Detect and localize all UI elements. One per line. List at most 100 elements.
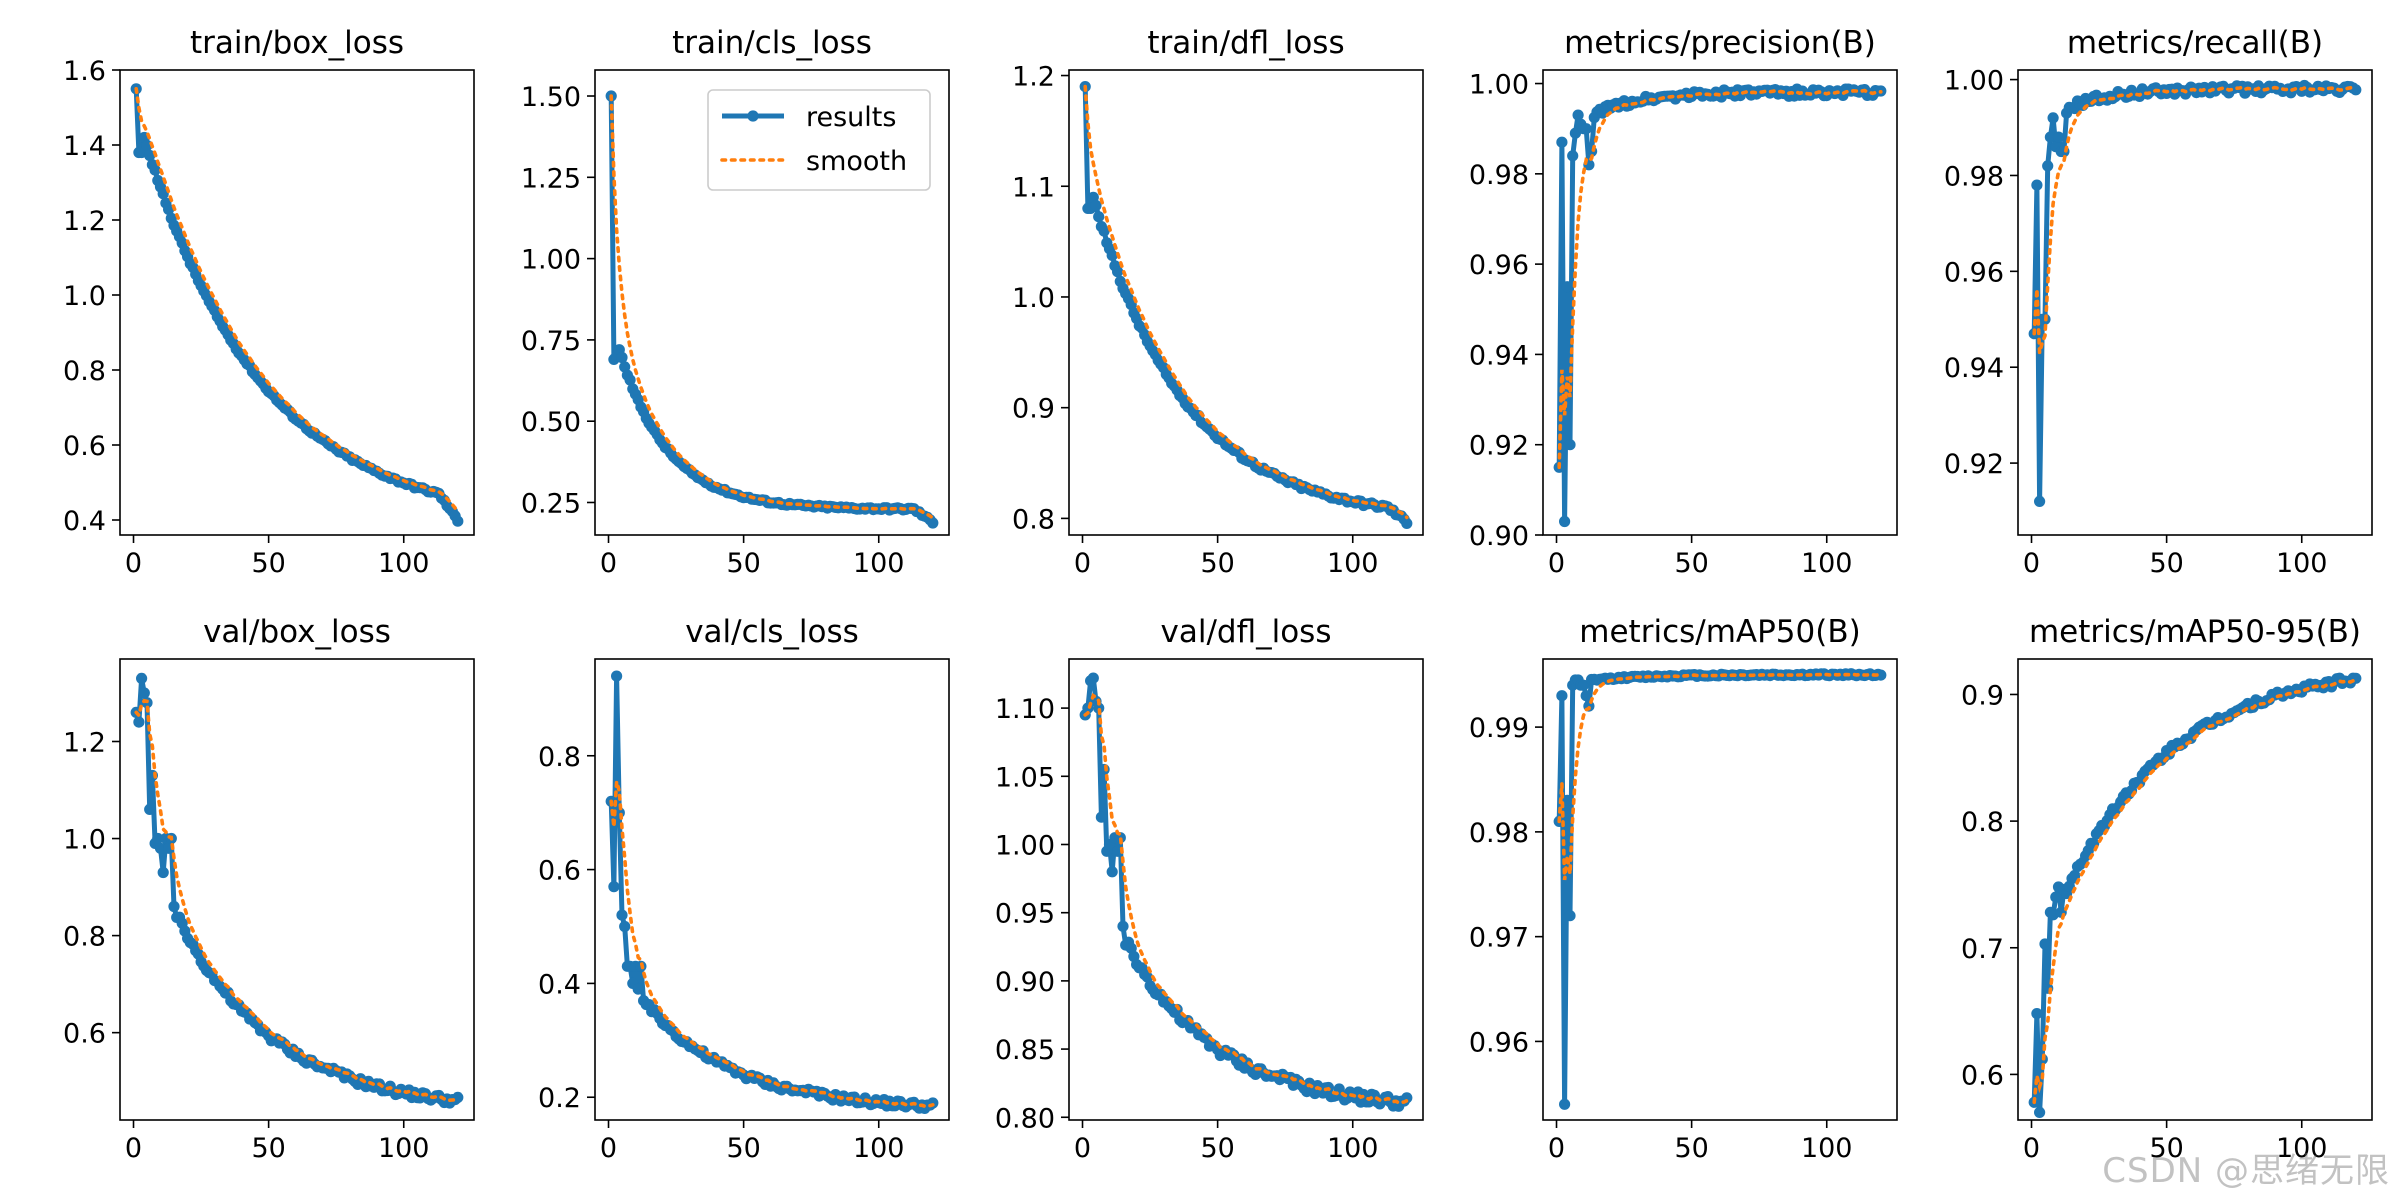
results-line [1082, 675, 1409, 1109]
results-line [133, 675, 460, 1106]
results-point [616, 909, 628, 921]
y-tick-label: 1.00 [521, 245, 581, 276]
legend-results-marker [747, 110, 759, 122]
y-tick-label: 0.6 [1961, 1060, 2004, 1091]
y-tick-label: 0.4 [63, 506, 106, 537]
y-tick-label: 1.2 [63, 206, 106, 237]
x-tick-label: 100 [2276, 548, 2328, 579]
y-tick-label: 0.90 [995, 967, 1055, 998]
smooth-line [1083, 84, 1409, 520]
results-point [157, 188, 169, 200]
axes-frame [2017, 69, 2373, 536]
results-point [1559, 515, 1571, 528]
axes-frame [1068, 658, 1424, 1121]
panel-7: val/cls_loss 0 50 100 0.2 0.4 0.6 0.8 [538, 614, 950, 1164]
results-point [1559, 1098, 1571, 1110]
axes-frame [119, 69, 475, 536]
y-tick-label: 0.9 [1012, 394, 1055, 425]
y-tick-label: 1.4 [63, 131, 106, 162]
smooth-line [1557, 88, 1883, 470]
results-point [2034, 495, 2046, 507]
smooth-line [1557, 672, 1883, 881]
plot-area [1553, 668, 1887, 1110]
results-point [1090, 199, 1102, 212]
results-point [1561, 281, 1573, 293]
results-point [1561, 794, 1573, 807]
results-point [1556, 136, 1568, 148]
panel-title: metrics/mAP50-95(B) [2029, 614, 2361, 650]
results-point [2350, 84, 2362, 96]
y-tick-label: 1.25 [521, 163, 581, 194]
results-point [2031, 1008, 2043, 1020]
y-tick-label: 0.92 [1944, 449, 2004, 480]
results-point [1875, 669, 1887, 681]
y-tick-label: 0.95 [995, 899, 1055, 930]
y-tick-label: 0.7 [1961, 934, 2004, 965]
results-point [136, 672, 148, 685]
y-tick-label: 0.99 [1469, 713, 1529, 744]
y-tick-label: 0.98 [1944, 161, 2004, 192]
results-point [2050, 891, 2062, 903]
y-tick-label: 0.6 [63, 1019, 106, 1050]
x-tick-label: 0 [1548, 1133, 1565, 1164]
results-point [152, 832, 164, 845]
y-tick-label: 0.8 [63, 356, 106, 387]
y-tick-label: 0.6 [63, 431, 106, 462]
results-point [154, 842, 167, 854]
y-tick-label: 1.00 [1469, 70, 1529, 101]
results-point [1093, 211, 1105, 223]
results-point [632, 983, 644, 995]
y-tick-label: 0.98 [1469, 818, 1529, 849]
results-line [608, 673, 935, 1111]
smooth-line [1083, 692, 1409, 1105]
panel-title: metrics/precision(B) [1564, 25, 1876, 61]
plot-area [605, 90, 939, 529]
csdn-watermark: CSDN @思绪无限 [2102, 1151, 2390, 1191]
x-tick-label: 50 [251, 1133, 285, 1164]
plot-area [605, 670, 939, 1114]
results-point [452, 515, 464, 527]
x-tick-label: 100 [378, 1133, 430, 1164]
results-point [1556, 690, 1568, 702]
results-line [2031, 675, 2356, 1115]
y-tick-label: 1.1 [1012, 172, 1055, 203]
plot-area [130, 83, 464, 527]
panel-1: train/box_loss 0 50 100 0.4 0.6 0.8 1.0 1.2 1.4 1.… [63, 25, 475, 579]
results-point [2047, 112, 2059, 124]
y-tick-label: 0.85 [995, 1035, 1055, 1066]
y-tick-label: 0.6 [538, 856, 581, 887]
x-tick-label: 100 [1801, 1133, 1853, 1164]
results-point [1572, 109, 1584, 121]
panel-title: train/dfl_loss [1147, 25, 1344, 61]
results-point [138, 687, 150, 699]
results-point [1106, 249, 1118, 261]
y-tick-label: 1.05 [995, 762, 1055, 793]
y-tick-label: 0.75 [521, 326, 581, 357]
results-point [2034, 1106, 2046, 1118]
x-tick-label: 0 [600, 1133, 617, 1164]
y-tick-label: 0.94 [1944, 353, 2004, 384]
results-point [1141, 971, 1153, 983]
smooth-line [2032, 678, 2358, 1105]
smooth-line [134, 87, 460, 514]
axes-frame [119, 658, 475, 1121]
x-tick-label: 100 [853, 1133, 905, 1164]
results-point [2069, 869, 2081, 882]
panel-8: val/dfl_loss 0 50 100 0.80 0.85 0.90 0.95 1.00 1.… [995, 614, 1424, 1164]
y-tick-label: 0.25 [521, 488, 581, 519]
axes-frame [594, 69, 950, 536]
x-tick-label: 50 [1200, 548, 1234, 579]
panel-title: metrics/recall(B) [2067, 25, 2323, 61]
results-line [1556, 86, 1881, 524]
y-tick-label: 1.6 [63, 56, 106, 87]
results-point [1567, 150, 1579, 162]
y-tick-label: 0.8 [1961, 807, 2004, 838]
x-tick-label: 100 [378, 548, 430, 579]
results-point [144, 803, 156, 816]
x-tick-label: 0 [2023, 1133, 2040, 1164]
y-tick-label: 0.50 [521, 407, 581, 438]
plot-area [130, 672, 464, 1109]
y-tick-label: 0.96 [1944, 257, 2004, 288]
y-tick-label: 0.92 [1469, 431, 1529, 462]
results-point [2044, 131, 2056, 143]
